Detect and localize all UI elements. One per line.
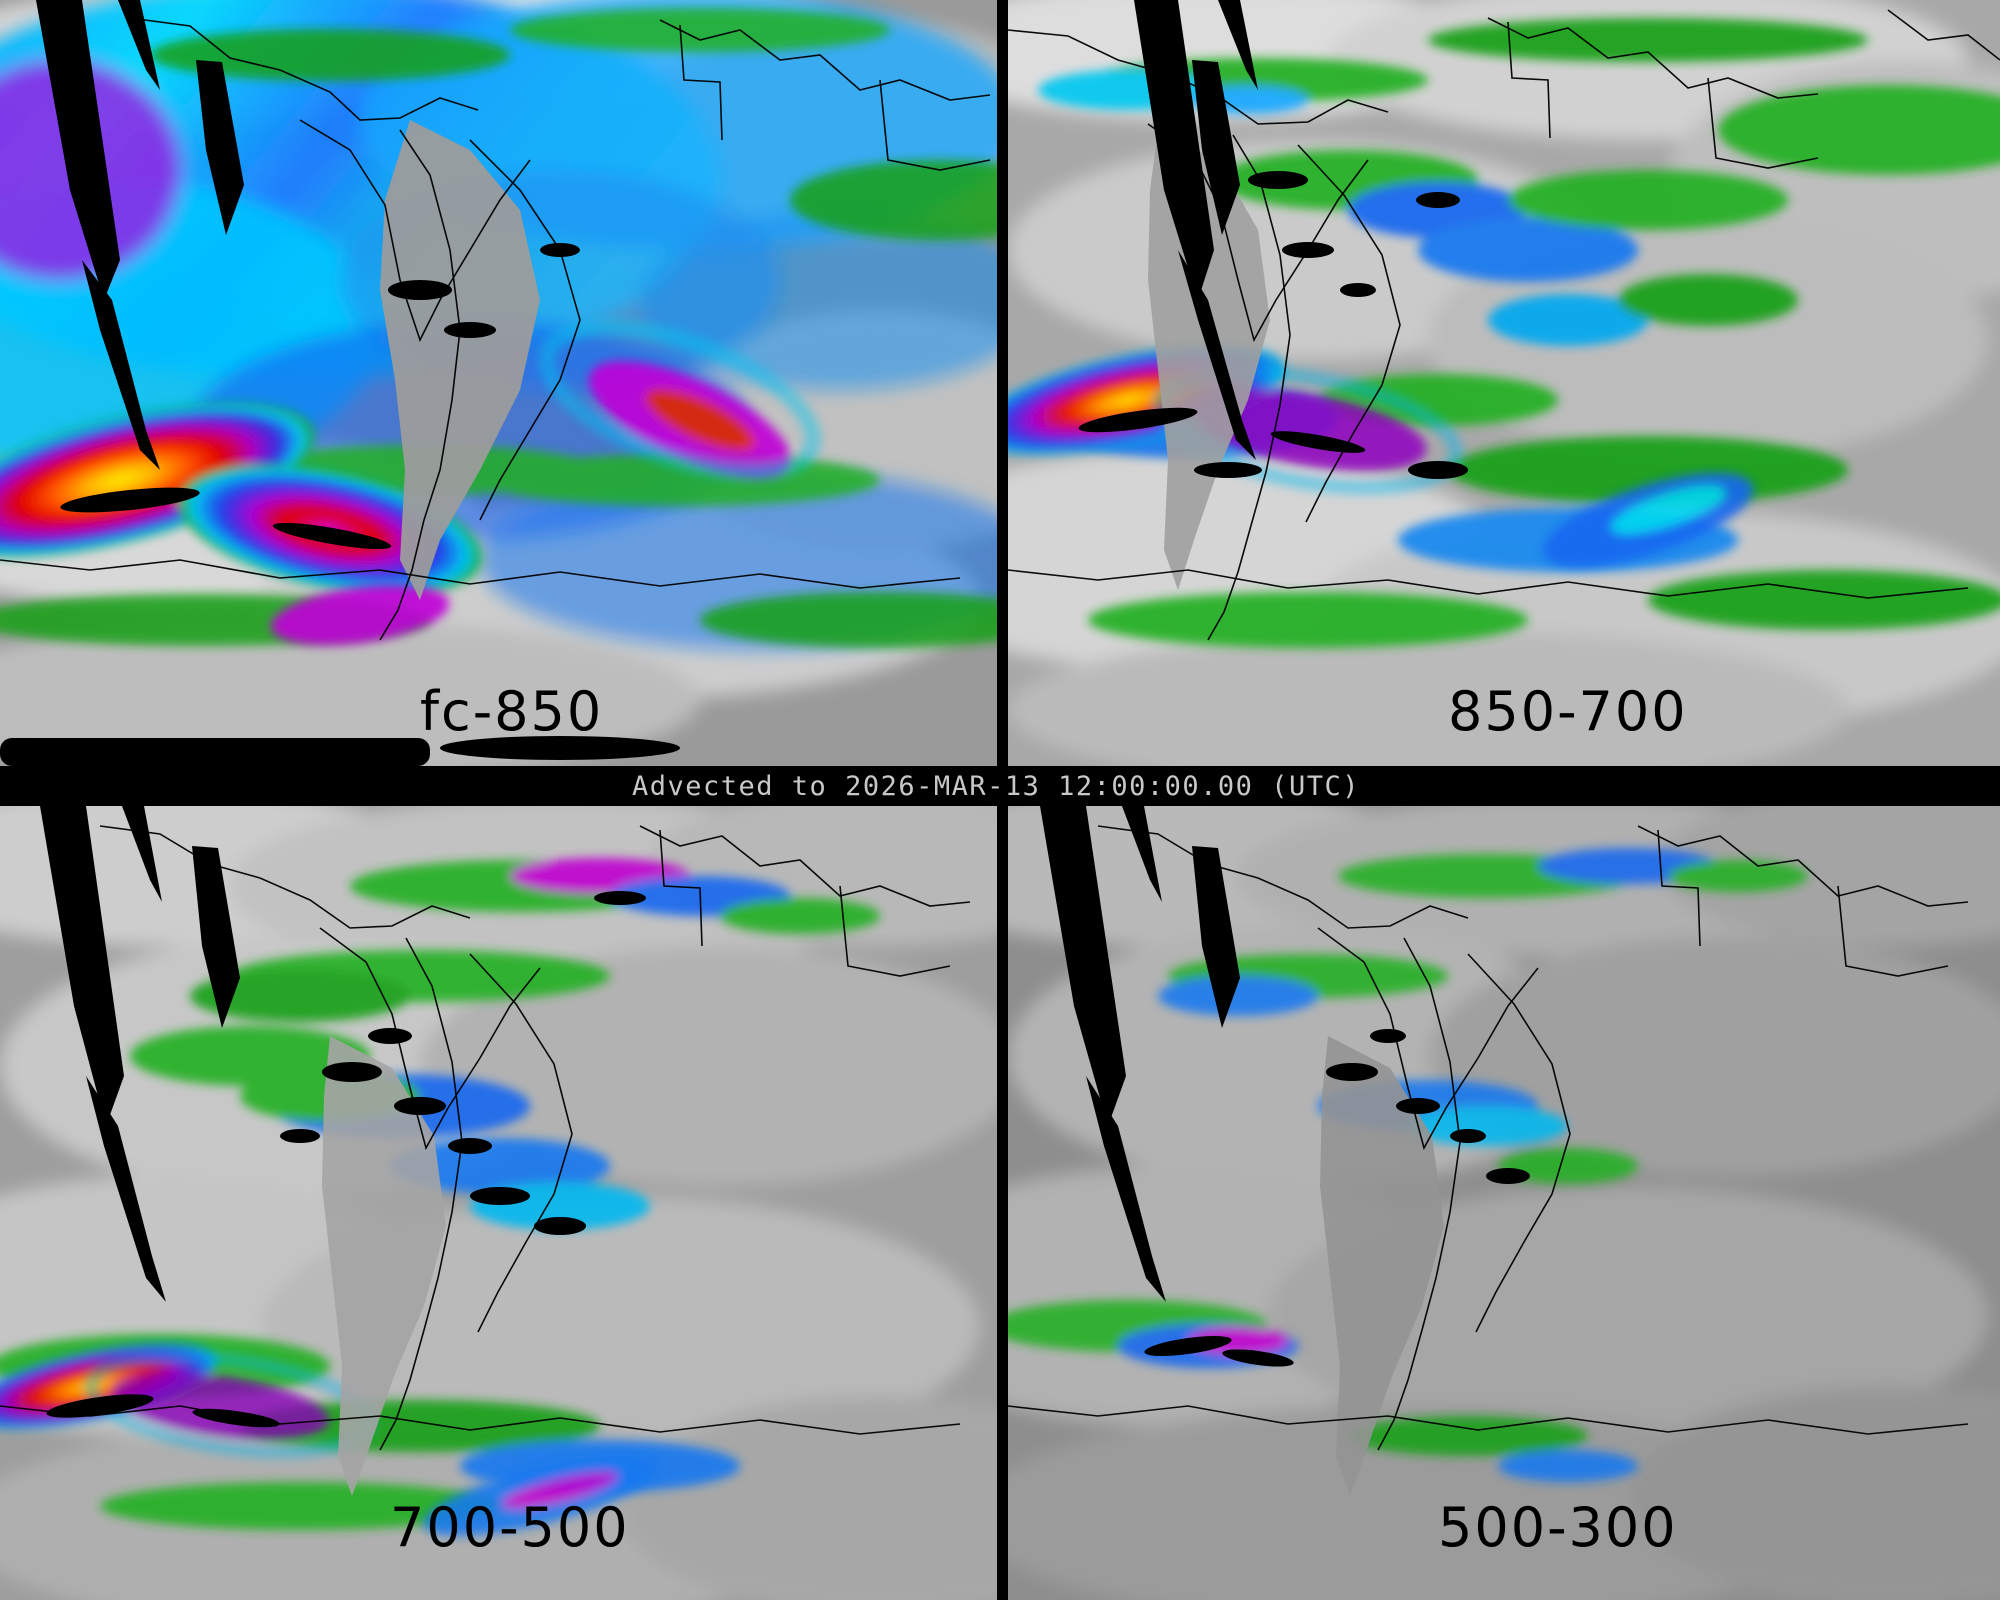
panel-fc-850[interactable]: fc-850 <box>0 0 997 766</box>
panel-850-700[interactable]: 850-700 <box>1008 0 2000 766</box>
advection-time-banner: Advected to 2026-MAR-13 12:00:00.00 (UTC… <box>620 766 1830 806</box>
advection-time-text: Advected to 2026-MAR-13 12:00:00.00 (UTC… <box>632 770 1360 802</box>
panel-500-300-canvas <box>1008 806 2000 1600</box>
panel-700-500[interactable]: 700-500 <box>0 806 997 1600</box>
panel-fc-850-canvas <box>0 0 997 766</box>
panel-500-300[interactable]: 500-300 <box>1008 806 2000 1600</box>
panel-700-500-canvas <box>0 806 997 1600</box>
panel-850-700-canvas <box>1008 0 2000 766</box>
